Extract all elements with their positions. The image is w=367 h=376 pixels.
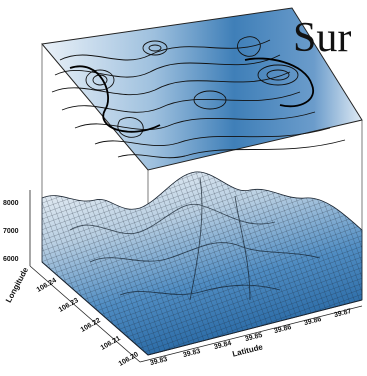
z-tick-label: 7000 (3, 228, 19, 235)
contour-lines (51, 36, 346, 159)
contour-heavy-lines (69, 57, 315, 133)
surface-wire (42, 171, 362, 355)
z-tick-label: 8000 (3, 200, 19, 207)
axis-box (29, 190, 363, 363)
chart-title: Sur (293, 15, 352, 61)
surface-ridges (69, 177, 321, 301)
surface-base-edge (41, 261, 363, 356)
surface-mesh (41, 171, 363, 356)
contour-plane (41, 7, 363, 171)
z-tick-label: 6000 (3, 256, 19, 263)
